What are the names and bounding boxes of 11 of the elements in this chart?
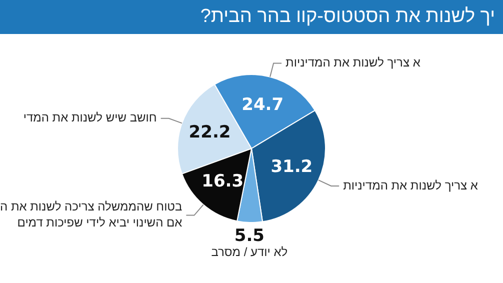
chart-title: יך לשנות את הסטטוס-קוו בהר הבית? xyxy=(0,0,503,34)
data-label: 24.7 xyxy=(242,94,284,115)
slice-label: חושב שיש לשנות את המדי xyxy=(23,110,157,125)
data-label: 16.3 xyxy=(202,172,244,192)
slice-label: א צריך לשנות את המדיניות xyxy=(343,178,478,192)
data-label: 31.2 xyxy=(270,156,313,177)
slice-label: לא יודע / מסרב xyxy=(211,244,288,259)
slice-label: בטוח שהממשלה צריכה לשנות את ה אם השינוי יביא לידי שפיכות דמים xyxy=(0,200,183,230)
data-label: 5.5 xyxy=(234,226,264,246)
data-label: 22.2 xyxy=(188,122,231,143)
slice-label: א צריך לשנות את המדיניות xyxy=(286,56,421,70)
